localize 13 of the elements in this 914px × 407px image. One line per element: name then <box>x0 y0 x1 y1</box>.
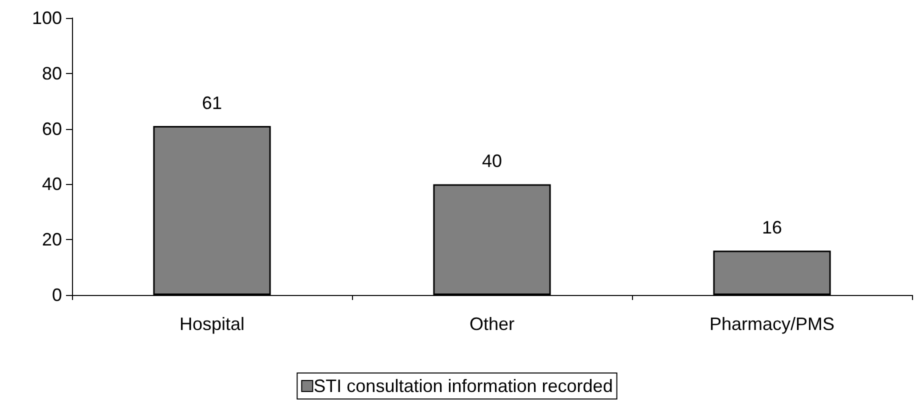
x-tick-label: Pharmacy/PMS <box>709 314 835 334</box>
y-tick-label: 100 <box>32 8 62 28</box>
y-tick-label: 60 <box>42 118 62 139</box>
y-tick-label: 40 <box>42 174 62 194</box>
x-tick-label: Hospital <box>179 314 245 334</box>
data-label: 61 <box>202 93 222 114</box>
y-tick-label: 20 <box>42 230 62 250</box>
y-tick-label: 0 <box>52 285 62 305</box>
legend-label: STI consultation information recorded <box>314 376 613 396</box>
data-label: 16 <box>762 218 782 238</box>
data-label: 40 <box>482 151 502 172</box>
x-tick-label: Other <box>469 314 515 334</box>
y-tick-label: 80 <box>42 63 62 84</box>
